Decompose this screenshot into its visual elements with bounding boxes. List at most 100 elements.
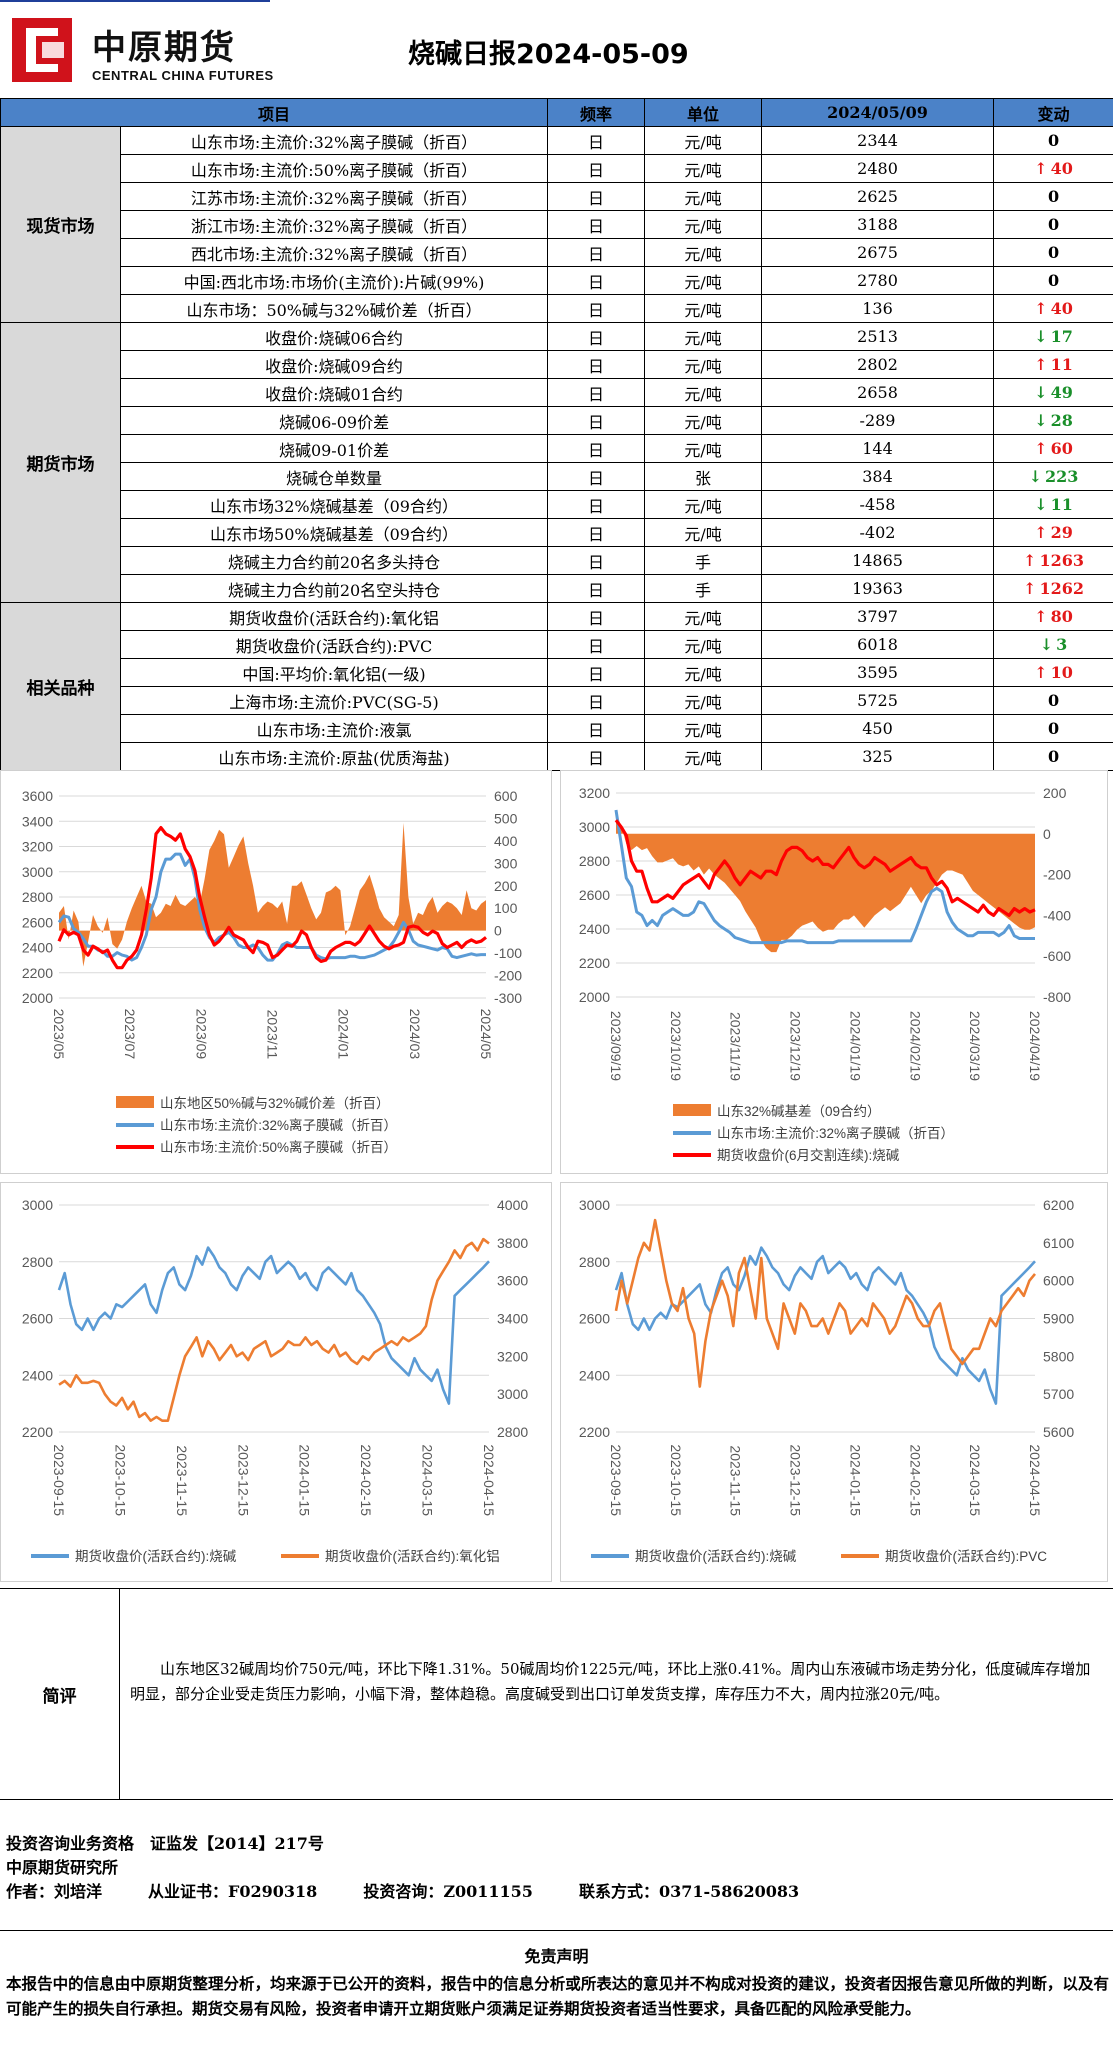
change-cell: ↓ 223 bbox=[993, 462, 1113, 491]
author-name: 作者：刘培洋 bbox=[6, 1882, 103, 1901]
right-tick-label: -200 bbox=[494, 968, 522, 984]
table-row: 烧碱06-09价差日元/吨 -289 ↓ 28 bbox=[1, 406, 1113, 435]
frequency-cell: 日 bbox=[547, 294, 646, 323]
change-cell: 0 bbox=[993, 266, 1113, 295]
x-tick-label: 2023-09-15 bbox=[608, 1444, 624, 1516]
x-tick-label: 2023/07 bbox=[122, 1009, 138, 1060]
frequency-cell: 日 bbox=[547, 182, 646, 211]
left-tick-label: 3400 bbox=[22, 813, 53, 829]
right-tick-label: 4000 bbox=[497, 1197, 528, 1213]
unit-cell: 元/吨 bbox=[644, 602, 763, 631]
unit-cell: 元/吨 bbox=[644, 210, 763, 239]
x-tick-label: 2023-09-15 bbox=[51, 1444, 67, 1516]
value-cell: 384 bbox=[761, 462, 995, 491]
right-tick-label: -300 bbox=[494, 990, 522, 1006]
chart-caustic-vs-pvc: 3000 2800 2600 2400 2200 6200 6100 6000 5900 5800… bbox=[560, 1182, 1108, 1582]
left-tick-label: 2800 bbox=[22, 889, 53, 905]
series-line-1 bbox=[58, 1237, 490, 1422]
unit-cell: 元/吨 bbox=[644, 406, 763, 435]
report-header: 中原期货 CENTRAL CHINA FUTURES 烧碱日报2024-05-0… bbox=[0, 0, 1113, 98]
right-tick-label: -200 bbox=[1043, 867, 1071, 883]
x-tick-label: 2024-04-15 bbox=[1027, 1444, 1043, 1516]
frequency-cell: 日 bbox=[547, 154, 646, 183]
legend-swatch bbox=[673, 1104, 711, 1116]
table-header-row: 项目 频率 单位 2024/05/09 变动 bbox=[0, 98, 1113, 127]
value-cell: 2344 bbox=[761, 126, 995, 155]
item-cell: 烧碱06-09价差 bbox=[119, 406, 549, 435]
value-cell: 144 bbox=[761, 434, 995, 463]
left-tick-label: 2600 bbox=[579, 1311, 610, 1327]
change-value: 0 bbox=[1047, 747, 1060, 766]
frequency-cell: 日 bbox=[547, 630, 646, 659]
left-tick-label: 2800 bbox=[579, 1254, 610, 1270]
unit-cell: 元/吨 bbox=[644, 238, 763, 267]
unit-cell: 元/吨 bbox=[644, 126, 763, 155]
left-tick-label: 3200 bbox=[579, 785, 610, 801]
legend-label: 山东市场:主流价:50%离子膜碱（折百） bbox=[160, 1139, 397, 1155]
table-row: 烧碱主力合约前20名多头持仓日手 14865 ↑ 1263 bbox=[1, 546, 1113, 575]
change-cell: 0 bbox=[993, 238, 1113, 267]
item-cell: 中国:西北市场:市场价(主流价):片碱(99%) bbox=[119, 266, 549, 295]
x-tick-label: 2023/12/19 bbox=[788, 1011, 804, 1081]
arrow-down-icon: ↓ bbox=[1034, 383, 1048, 402]
legend-label: 山东市场:主流价:32%离子膜碱（折百） bbox=[717, 1125, 954, 1141]
right-tick-label: 3800 bbox=[497, 1235, 528, 1251]
change-cell: 0 bbox=[993, 182, 1113, 211]
left-tick-label: 2200 bbox=[579, 955, 610, 971]
right-tick-label: 600 bbox=[494, 788, 518, 804]
item-cell: 江苏市场:主流价:32%离子膜碱（折百） bbox=[119, 182, 549, 211]
value-cell: 3188 bbox=[761, 210, 995, 239]
unit-cell: 元/吨 bbox=[644, 294, 763, 323]
change-cell: ↑ 40 bbox=[993, 294, 1113, 323]
unit-cell: 元/吨 bbox=[644, 378, 763, 407]
value-cell: 19363 bbox=[761, 574, 995, 603]
advisory-number: 投资咨询：Z0011155 bbox=[363, 1882, 533, 1901]
arrow-down-icon: ↓ bbox=[1034, 495, 1048, 514]
item-cell: 山东市场:主流价:32%离子膜碱（折百） bbox=[119, 126, 549, 155]
arrow-up-icon: ↑ bbox=[1034, 439, 1048, 458]
right-tick-label: 3200 bbox=[497, 1348, 528, 1364]
change-value: 0 bbox=[1047, 215, 1060, 234]
x-tick-label: 2024/05 bbox=[478, 1009, 494, 1060]
right-tick-label: 0 bbox=[1043, 826, 1051, 842]
value-cell: 2480 bbox=[761, 154, 995, 183]
value-cell: 3797 bbox=[761, 602, 995, 631]
table-row: 山东市场:主流价:原盐(优质海盐) 日元/吨 325 0 bbox=[1, 742, 1113, 771]
change-value: 80 bbox=[1050, 607, 1073, 626]
left-tick-label: 2600 bbox=[579, 887, 610, 903]
unit-cell: 元/吨 bbox=[644, 714, 763, 743]
table-row: 中国:平均价:氧化铝(一级) 日元/吨 3595 ↑ 10 bbox=[1, 658, 1113, 687]
unit-cell: 元/吨 bbox=[644, 658, 763, 687]
col-header-item: 项目 bbox=[0, 98, 549, 127]
table-row: 期货市场 收盘价:烧碱06合约日元/吨 2513 ↓ 17 bbox=[0, 322, 1113, 603]
change-cell: 0 bbox=[993, 210, 1113, 239]
x-tick-label: 2023/11/19 bbox=[728, 1012, 744, 1081]
value-cell: 2802 bbox=[761, 350, 995, 379]
right-tick-label: 400 bbox=[494, 833, 518, 849]
x-tick-label: 2024-04-15 bbox=[481, 1444, 497, 1516]
change-cell: ↑ 11 bbox=[993, 350, 1113, 379]
left-tick-label: 2200 bbox=[22, 965, 53, 981]
arrow-up-icon: ↑ bbox=[1034, 663, 1048, 682]
change-cell: 0 bbox=[993, 742, 1113, 771]
right-tick-label: 200 bbox=[1043, 785, 1067, 801]
legend-label: 期货收盘价(活跃合约):PVC bbox=[885, 1548, 1047, 1564]
chart-spot-price-spread: 3600 3400 3200 3000 2800 2600 2400 2200 2000 600 5… bbox=[0, 770, 552, 1174]
item-cell: 上海市场:主流价:PVC(SG-5) bbox=[119, 686, 549, 715]
arrow-up-icon: ↑ bbox=[1034, 355, 1048, 374]
change-value: 1263 bbox=[1039, 551, 1084, 570]
unit-cell: 元/吨 bbox=[644, 266, 763, 295]
value-cell: 14865 bbox=[761, 546, 995, 575]
right-tick-label: -800 bbox=[1043, 989, 1071, 1005]
left-tick-label: 2600 bbox=[22, 1311, 53, 1327]
right-tick-label: 100 bbox=[494, 900, 518, 916]
left-tick-label: 2400 bbox=[579, 1367, 610, 1383]
value-cell: 450 bbox=[761, 714, 995, 743]
x-tick-label: 2023-11-15 bbox=[728, 1445, 744, 1516]
frequency-cell: 日 bbox=[547, 518, 646, 547]
analyst-details-row: 作者：刘培洋 从业证书：F0290318 投资咨询：Z0011155 联系方式：… bbox=[6, 1880, 845, 1904]
left-tick-label: 2800 bbox=[22, 1254, 53, 1270]
x-tick-label: 2024/01 bbox=[336, 1009, 352, 1060]
value-cell: 2675 bbox=[761, 238, 995, 267]
left-tick-label: 2400 bbox=[22, 940, 53, 956]
